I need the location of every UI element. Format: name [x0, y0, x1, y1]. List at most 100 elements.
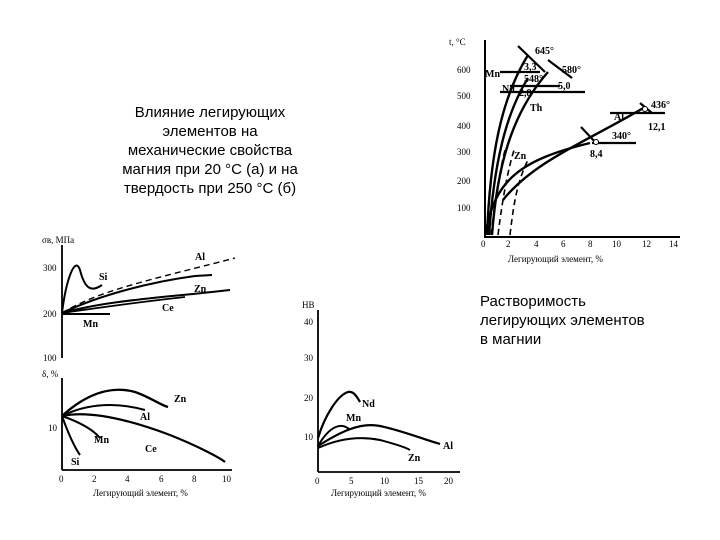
solubility-x-ticks: 0 2 4 6 8 10 12 14	[481, 239, 679, 249]
ce-elongation-curve	[61, 413, 226, 463]
y-tick-label: 300	[43, 263, 57, 273]
zn-hardness-curve	[317, 437, 411, 451]
si-strength-curve	[61, 264, 103, 314]
series-label-mn: Mn	[485, 69, 500, 80]
annotation-2-8: 2,8	[519, 88, 532, 99]
x-tick-label: 6	[561, 239, 566, 249]
al-elongation-curve	[61, 404, 146, 417]
hardness-y-label: HB	[302, 300, 315, 310]
y-tick-label: 300	[457, 147, 471, 157]
y-tick-label: 100	[457, 203, 471, 213]
y-tick-label: 200	[43, 309, 57, 319]
series-label-mn: Mn	[83, 319, 98, 330]
caption-line: Растворимость	[480, 293, 586, 310]
y-tick-label: 10	[48, 423, 58, 433]
y-tick-label: 30	[304, 353, 314, 363]
nd-solvus-dashed	[497, 149, 515, 236]
x-axis-label: Легирующий элемент, %	[331, 488, 426, 498]
hardness-chart	[316, 310, 460, 473]
annotation-436: 436°	[651, 100, 670, 111]
y-tick-label: 500	[457, 91, 471, 101]
x-tick-label: 15	[414, 476, 424, 486]
al-strength-curve	[61, 274, 213, 314]
x-tick-label: 0	[315, 476, 320, 486]
series-label-ce: Ce	[162, 303, 174, 314]
elongation-y-label: δ, %	[42, 369, 59, 379]
x-tick-label: 4	[534, 239, 539, 249]
x-tick-label: 20	[444, 476, 454, 486]
series-label-al: Al	[443, 441, 453, 452]
annotation-340: 340°	[612, 131, 631, 142]
th-arrow	[547, 59, 573, 79]
series-label-zn: Zn	[174, 394, 187, 405]
caption-line: механические свойства	[127, 142, 293, 159]
caption-line: в магнии	[480, 331, 542, 348]
caption-line: твердость при 250 °С (б)	[123, 180, 297, 197]
annotation-580: 580°	[562, 65, 581, 76]
annotation-645: 645°	[535, 46, 554, 57]
y-tick-label: 20	[304, 393, 314, 403]
series-label-al: Al	[140, 412, 150, 423]
solubility-chart	[484, 40, 680, 238]
elongation-x-ticks: 0 2 4 6 8 10	[59, 474, 232, 484]
series-label-mn: Mn	[94, 435, 109, 446]
y-tick-label: 600	[457, 65, 471, 75]
y-tick-label: 40	[304, 317, 314, 327]
zn-solubility-curve	[484, 141, 591, 233]
x-axis-label: Легирующий элемент, %	[508, 254, 603, 264]
annotation-12-1: 12,1	[648, 122, 666, 133]
annotation-8-4: 8,4	[590, 149, 603, 160]
series-label-zn: Zn	[408, 453, 421, 464]
x-tick-label: 8	[588, 239, 593, 249]
zn-strength-curve	[61, 289, 231, 314]
caption-line: Влияние легирующих	[134, 104, 286, 121]
series-label-mn: Mn	[346, 413, 361, 424]
x-tick-label: 5	[349, 476, 354, 486]
y-tick-label: 10	[304, 432, 314, 442]
series-label-th: Th	[530, 103, 543, 114]
mn-elongation-curve	[61, 415, 101, 439]
si-elongation-curve	[61, 415, 81, 456]
ce-strength-curve	[61, 296, 186, 314]
x-tick-label: 2	[92, 474, 97, 484]
series-label-nd: Nd	[502, 84, 515, 95]
caption-line: элементов на	[162, 123, 258, 140]
series-label-zn: Zn	[514, 151, 527, 162]
tensile-y-label: σв, МПа	[42, 235, 74, 245]
series-label-si: Si	[99, 272, 108, 283]
x-tick-label: 12	[642, 239, 651, 249]
caption-mechanical-properties: Влияние легирующих элементов на механиче…	[90, 103, 330, 198]
zn-eutectic-point	[593, 139, 599, 145]
annotation-5-0: 5,0	[558, 81, 571, 92]
x-tick-label: 10	[222, 474, 232, 484]
y-tick-label: 100	[43, 353, 57, 363]
x-tick-label: 4	[125, 474, 130, 484]
x-tick-label: 14	[669, 239, 679, 249]
x-tick-label: 8	[192, 474, 197, 484]
mn-arrow	[517, 45, 546, 73]
series-label-nd: Nd	[362, 399, 375, 410]
al-solubility-curve	[502, 105, 646, 201]
al-hardness-curve	[317, 424, 441, 447]
mn-hardness-curve	[317, 425, 351, 447]
al-strength-dashed	[61, 257, 236, 314]
zn-elongation-curve	[61, 388, 169, 417]
annotation-3-3: 3,3	[524, 62, 537, 73]
series-label-ce: Ce	[145, 444, 157, 455]
hardness-x-ticks: 0 5 10 15 20	[315, 476, 454, 486]
y-tick-label: 400	[457, 121, 471, 131]
nd-hardness-curve	[316, 390, 361, 439]
caption-line: легирующих элементов	[480, 312, 645, 329]
al-eutectic-point	[642, 106, 648, 112]
annotation-548: 548°	[524, 74, 543, 85]
solubility-y-ticks: 600 500 400 300 200 100	[457, 65, 471, 213]
x-tick-label: 10	[380, 476, 390, 486]
y-tick-label: 200	[457, 176, 471, 186]
caption-solubility: Растворимость легирующих элементов в маг…	[480, 292, 710, 349]
x-tick-label: 10	[612, 239, 622, 249]
y-axis-label: t, °C	[449, 37, 466, 47]
x-axis-label: Легирующий элемент, %	[93, 488, 188, 498]
series-label-zn: Zn	[194, 284, 207, 295]
x-tick-label: 6	[159, 474, 164, 484]
zn-solvus-dashed	[509, 159, 529, 236]
